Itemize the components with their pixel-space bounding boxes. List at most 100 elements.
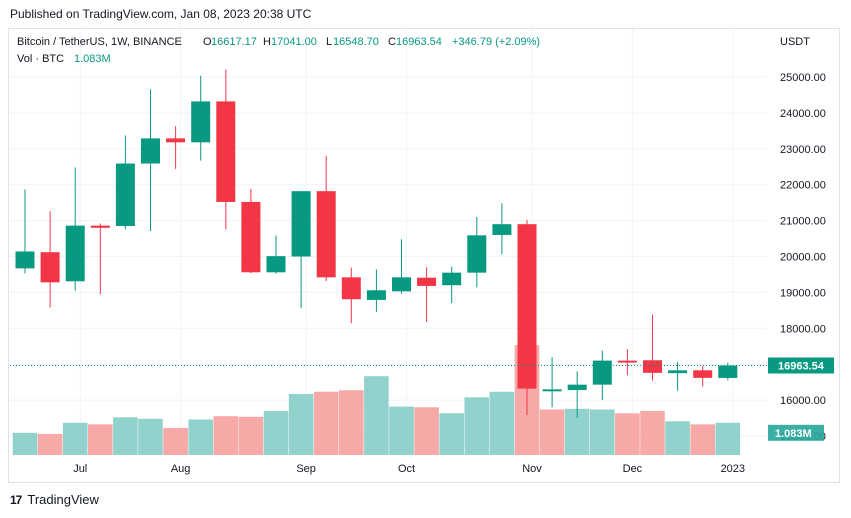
volume-bar	[163, 427, 188, 455]
candle	[291, 191, 311, 309]
candle	[567, 371, 587, 419]
volume-bar	[12, 432, 38, 455]
price-tick-label: 16000.00	[780, 395, 826, 407]
volume-bar	[313, 391, 339, 455]
candle-body	[166, 138, 186, 143]
time-tick-label: Dec	[623, 463, 643, 475]
legend-vol-value: 1.083M	[74, 53, 111, 65]
candle	[417, 267, 437, 322]
candle	[266, 235, 286, 274]
volume-bar	[665, 421, 690, 455]
candle-body	[643, 360, 662, 373]
chart-frame	[8, 28, 840, 483]
candle-body	[216, 101, 236, 202]
price-tick-label: 20000.00	[780, 252, 826, 264]
footer-brand[interactable]: 17 TradingView	[10, 492, 99, 507]
candle	[115, 135, 135, 230]
legend-symbol: Bitcoin / TetherUS, 1W, BINANCE	[17, 36, 182, 48]
candle-body	[15, 251, 35, 269]
legend-c-value: 16963.54	[396, 36, 442, 48]
candle	[341, 267, 361, 324]
price-tick-label: 18000.00	[780, 323, 826, 335]
candle	[15, 189, 35, 274]
legend-c-label: C	[388, 36, 396, 48]
candle-body	[266, 256, 286, 273]
volume-bars	[12, 345, 741, 455]
candle-body	[40, 252, 60, 283]
candle-body	[191, 101, 211, 143]
volume-bar	[364, 376, 389, 455]
volume-bar	[539, 409, 565, 455]
volume-value-label: 1.083M	[775, 428, 812, 440]
volume-bar	[615, 413, 640, 455]
price-tick-label: 24000.00	[780, 108, 826, 120]
price-tick-label: 25000.00	[780, 72, 826, 84]
time-tick-label: Oct	[398, 463, 415, 475]
candle-body	[668, 370, 688, 374]
candle	[90, 223, 110, 295]
candle-body	[65, 225, 85, 282]
candle-body	[392, 277, 411, 292]
candle-body	[592, 360, 612, 385]
volume-bar	[62, 422, 88, 455]
legend-h-label: H	[263, 36, 271, 48]
candle-body	[517, 224, 537, 389]
price-tick-label: 19000.00	[780, 287, 826, 299]
volume-bar	[690, 424, 715, 455]
candle-body	[241, 201, 261, 273]
time-tick-label: Aug	[171, 463, 191, 475]
time-tick-label: Jul	[73, 463, 87, 475]
time-tick-label: Sep	[296, 463, 316, 475]
legend-o-label: O	[203, 36, 212, 48]
volume-bar	[138, 418, 163, 455]
candle	[216, 69, 236, 230]
candle-body	[693, 370, 713, 378]
published-text: Published on TradingView.com, Jan 08, 20…	[10, 7, 312, 21]
price-tick-label: 21000.00	[780, 216, 826, 228]
candle-body	[141, 138, 160, 164]
volume-bar	[715, 422, 741, 455]
candle	[517, 219, 537, 416]
candle-body	[115, 163, 135, 226]
legend-l-value: 16548.70	[333, 36, 379, 48]
candle	[592, 350, 612, 401]
candle-body	[442, 272, 462, 286]
candle	[617, 349, 637, 376]
candle	[643, 314, 662, 381]
time-tick-label: 2023	[721, 463, 745, 475]
candle	[442, 266, 462, 304]
brand-name: TradingView	[27, 492, 99, 507]
candle	[191, 75, 211, 161]
price-axis: 25000.00 24000.00 23000.00 22000.00 21000.00…	[780, 72, 826, 443]
price-tick-label: 22000.00	[780, 180, 826, 192]
candle	[542, 357, 562, 408]
legend-l-label: L	[326, 36, 332, 48]
time-axis: Jul Aug Sep Oct Nov Dec 2023	[73, 463, 745, 475]
volume-bar	[590, 409, 615, 455]
candle-body	[316, 191, 336, 278]
legend-o-value: 16617.17	[211, 36, 257, 48]
candle	[141, 89, 160, 232]
volume-bar	[37, 433, 63, 455]
candle-body	[417, 277, 437, 286]
legend-change: +346.79 (+2.09%)	[452, 36, 540, 48]
candle-body	[341, 277, 361, 300]
legend-h-value: 17041.00	[271, 36, 317, 48]
candle	[492, 203, 512, 255]
candle-body	[617, 360, 637, 363]
volume-bar	[88, 424, 113, 455]
candles	[15, 69, 738, 419]
candle	[467, 217, 487, 288]
last-price-label: 16963.54	[778, 361, 825, 373]
volume-bar	[439, 413, 464, 455]
volume-bar	[389, 406, 414, 455]
volume-bar	[464, 397, 490, 455]
candle	[366, 269, 386, 312]
last-price-badge	[768, 357, 834, 374]
volume-bar	[213, 416, 239, 455]
volume-bar	[188, 419, 213, 455]
legend-vol-label: Vol · BTC	[17, 53, 64, 65]
volume-bar	[339, 390, 364, 455]
candle-body	[718, 365, 738, 378]
